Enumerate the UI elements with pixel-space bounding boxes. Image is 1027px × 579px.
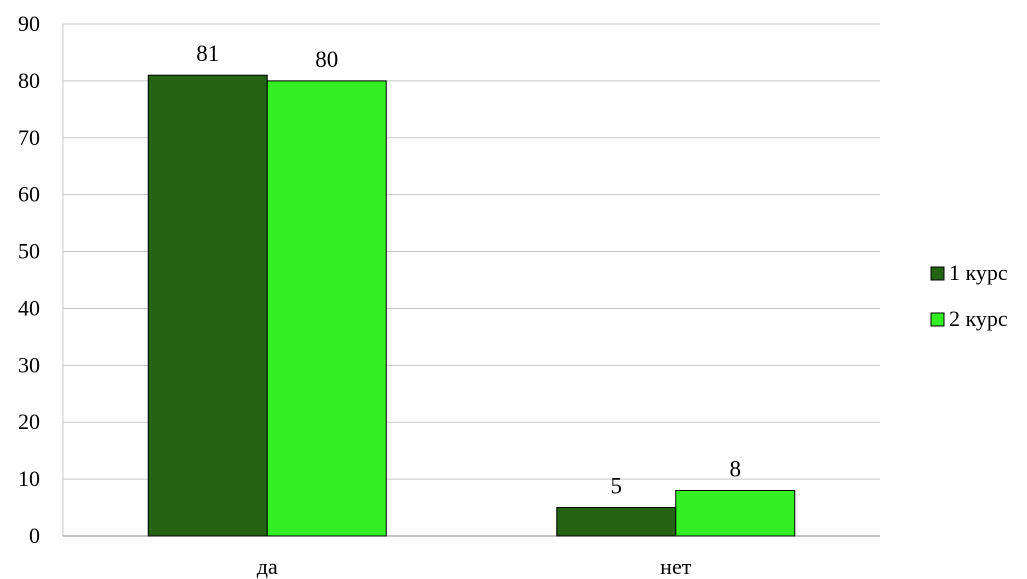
bar-2-2: [675, 489, 796, 537]
y-tick-label: 70: [18, 125, 40, 150]
bar-2-1: [266, 80, 387, 537]
bars: [147, 74, 796, 537]
data-label: 81: [196, 41, 219, 66]
data-labels: 81 80 5 8: [196, 41, 741, 498]
legend-label: 1 курс: [949, 260, 1008, 285]
x-category-label: да: [257, 554, 278, 579]
y-tick-label: 0: [29, 523, 40, 548]
y-axis-ticks: 0 10 20 30 40 50 60 70 80 90: [18, 11, 40, 548]
x-axis-categories: да нет: [257, 554, 692, 579]
data-label: 80: [315, 47, 338, 72]
legend-swatch: [930, 266, 945, 281]
data-label: 8: [730, 456, 742, 481]
bar-1-1: [147, 74, 268, 537]
y-tick-label: 10: [18, 466, 40, 491]
y-tick-label: 40: [18, 295, 40, 320]
y-tick-label: 60: [18, 182, 40, 207]
y-tick-label: 80: [18, 68, 40, 93]
data-label: 5: [611, 474, 623, 499]
y-tick-label: 90: [18, 11, 40, 36]
x-category-label: нет: [660, 554, 692, 579]
legend-swatch: [930, 312, 945, 327]
legend-label: 2 курс: [949, 306, 1008, 331]
legend: 1 курс 2 курс: [930, 260, 1008, 331]
y-tick-label: 20: [18, 409, 40, 434]
y-tick-label: 30: [18, 352, 40, 377]
y-tick-label: 50: [18, 239, 40, 264]
bar-1-2: [556, 507, 677, 537]
